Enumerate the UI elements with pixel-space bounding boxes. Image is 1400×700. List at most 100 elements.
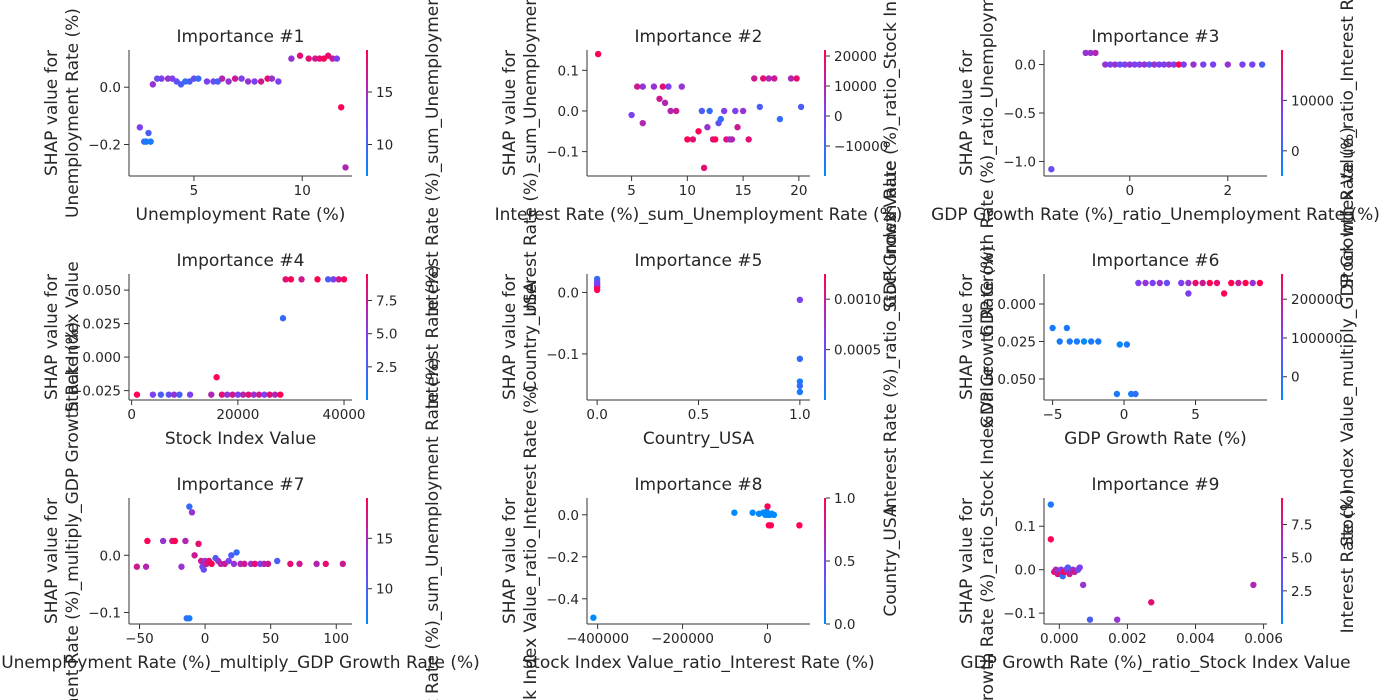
scatter-point: [704, 124, 711, 131]
y-axis-label-line: Unemployment Rate (%)_multiply_GDP Growt…: [63, 322, 83, 700]
x-tick-label: 0.5: [688, 407, 709, 423]
scatter-point: [1250, 581, 1257, 589]
x-tick-label: −5: [1043, 407, 1063, 423]
scatter-point: [1163, 279, 1171, 287]
scatter-point: [1123, 341, 1131, 348]
chart-title: Importance #2: [635, 27, 763, 47]
y-axis-label: SHAP value forUnemployment Rate (%): [42, 8, 83, 218]
y-axis-label-line: GDP Growth Rate (%)_ratio_Stock Index Va…: [978, 366, 998, 700]
colorbar-tick-label: 100000: [1291, 331, 1343, 347]
x-tick-label: 15: [735, 183, 752, 199]
scatter-point: [1092, 49, 1099, 57]
scatter-point: [1087, 49, 1094, 57]
colorbar: [824, 50, 826, 176]
scatter-point: [238, 75, 245, 82]
scatter-point: [342, 164, 349, 171]
colorbar-tick-label: 200000: [1291, 292, 1343, 308]
scatter-point: [1165, 61, 1173, 68]
scatter-point: [142, 563, 150, 570]
scatter-point: [749, 509, 756, 516]
colorbar: [366, 50, 368, 176]
colorbar-tick-label: 20000: [834, 49, 877, 65]
colorbar-label: Stock Index Value_ratio_Interest Rate (%…: [1338, 0, 1358, 289]
scatter-point: [225, 78, 232, 85]
scatter-point: [739, 107, 747, 115]
x-axis-label: Interest Rate (%)_sum_Unemployment Rate …: [495, 205, 903, 225]
colorbar: [366, 274, 368, 400]
y-tick-label: −0.1: [546, 145, 579, 161]
x-tick-label: 0.000: [1040, 631, 1079, 647]
scatter-point: [186, 615, 193, 622]
scatter-point: [200, 566, 207, 573]
scatter-point: [225, 557, 232, 565]
scatter-point: [176, 391, 183, 398]
scatter-point: [787, 75, 795, 82]
colorbar-label: GDP Growth Rate (%)_ratio_Stock Index Va…: [881, 0, 901, 308]
x-tick-label: 5: [627, 183, 636, 199]
scatter-point: [250, 391, 257, 398]
scatter-point: [296, 52, 304, 59]
chart-title: Importance #9: [1092, 475, 1220, 495]
y-tick-label: 0.0: [558, 104, 579, 120]
scatter-point: [1111, 61, 1119, 68]
x-tick-label: 10: [679, 183, 696, 199]
y-axis-label-line: SHAP value for: [42, 50, 62, 176]
y-tick-label: −0.1: [546, 347, 579, 363]
colorbar-tick-label: 2.5: [376, 360, 397, 376]
x-tick-label: 0.004: [1176, 631, 1215, 647]
scatter-point: [731, 509, 738, 516]
scatter-point: [314, 276, 321, 283]
scatter-point: [324, 276, 332, 283]
scatter-point: [759, 75, 767, 82]
x-axis-label: GDP Growth Rate (%)_ratio_Unemployment R…: [931, 205, 1380, 225]
x-tick-label: 0.006: [1244, 631, 1283, 647]
x-tick-label: 0: [201, 631, 210, 647]
colorbar: [1281, 50, 1283, 176]
scatter-point: [1151, 61, 1158, 68]
scatter-point: [182, 537, 189, 545]
y-tick-label: 0.025: [82, 317, 121, 333]
y-axis-label-line: SHAP value for: [500, 498, 520, 624]
y-axis-label: SHAP value forGDP Growth Rate (%): [957, 246, 998, 429]
scatter-point: [745, 136, 752, 143]
y-tick-label: 0.050: [997, 372, 1036, 388]
scatter-point: [717, 115, 724, 123]
scatter-point: [673, 107, 680, 115]
colorbar-label: Interest Rate (%)_sum_Unemployment Rate …: [423, 0, 443, 317]
scatter-point: [1185, 290, 1192, 297]
scatter-point: [698, 107, 706, 115]
y-axis-label-line: SHAP value for: [500, 50, 520, 176]
colorbar-tick-label: 10: [376, 138, 393, 154]
x-tick-label: 50: [262, 631, 279, 647]
colorbar-tick-label: 7.5: [376, 294, 397, 310]
scatter-point: [1190, 61, 1197, 68]
scatter-point: [1228, 279, 1235, 287]
scatter-point: [796, 355, 804, 363]
scatter-point: [1047, 501, 1055, 508]
scatter-point: [287, 276, 295, 283]
scatter-point: [178, 563, 185, 570]
y-tick-label: −0.1: [88, 606, 121, 622]
scatter-point: [796, 296, 804, 304]
scatter-point: [650, 83, 658, 90]
scatter-point: [1180, 61, 1187, 68]
scatter-point: [1141, 61, 1148, 68]
scatter-point: [633, 83, 641, 90]
y-tick-label: 0.0: [100, 548, 121, 564]
y-axis-label-line: SHAP value for: [42, 274, 62, 400]
scatter-point: [322, 560, 329, 568]
scatter-point: [171, 537, 179, 545]
y-axis-label: SHAP value forStock Index Value: [42, 261, 83, 412]
x-tick-label: 0.002: [1108, 631, 1147, 647]
y-tick-label: 0.0: [1015, 563, 1036, 579]
scatter-point: [684, 136, 691, 143]
x-tick-label: 20: [790, 183, 807, 199]
dependence-plot-7: Importance #7−50 0 50 100−0.10.0Unemploymen…: [1, 322, 480, 700]
scatter-point: [287, 560, 294, 568]
scatter-point: [796, 382, 804, 390]
scatter-point: [712, 136, 719, 143]
colorbar-tick-label: 0: [1291, 370, 1300, 386]
scatter-point: [1136, 61, 1143, 68]
scatter-point: [732, 107, 739, 115]
